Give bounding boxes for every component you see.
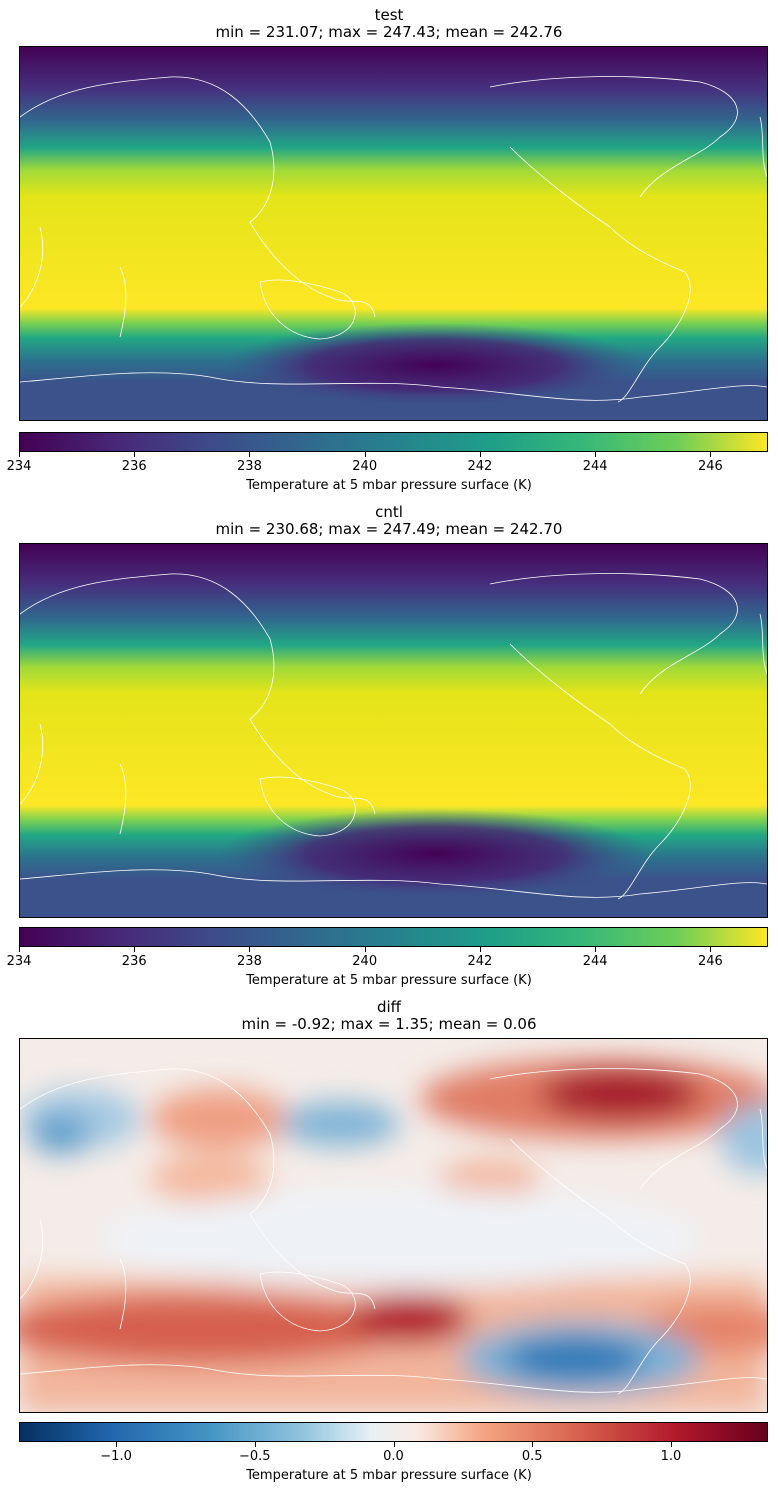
colorbar-tick-label: 0.0: [383, 1449, 404, 1464]
map-diff-svg: [20, 1039, 767, 1412]
map-cntl-svg: [20, 544, 767, 917]
colorbar-tick: [116, 1442, 118, 1447]
colorbar-tick: [670, 1442, 672, 1447]
map-diff: [19, 1038, 768, 1413]
colorbar-cntl-svg: [20, 928, 767, 946]
colorbar-tick: [19, 947, 20, 952]
colorbar-tick: [710, 947, 712, 952]
colorbar-tick-label: 236: [121, 459, 147, 474]
colorbar-label: Temperature at 5 mbar pressure surface (…: [246, 478, 532, 493]
colorbar-label: Temperature at 5 mbar pressure surface (…: [246, 973, 532, 988]
colorbar-tick-label: −0.5: [238, 1449, 271, 1464]
colorbar-tick-label: 244: [582, 954, 608, 969]
colorbar-tick-label: −1.0: [100, 1449, 132, 1464]
colorbar-tick: [364, 452, 366, 457]
colorbar-tick: [249, 947, 251, 952]
colorbar-tick-label: 238: [237, 954, 262, 969]
panel-title: diff: [376, 998, 402, 1016]
map-test-svg: [20, 47, 767, 420]
colorbar-tick: [364, 947, 366, 952]
colorbar-label: Temperature at 5 mbar pressure surface (…: [246, 1468, 532, 1483]
colorbar-tick-label: 1.0: [660, 1449, 682, 1464]
colorbar-tick-label: 240: [352, 954, 378, 969]
panel-subtitle: min = 231.07; max = 247.43; mean = 242.7…: [215, 23, 563, 41]
colorbar-tick: [393, 1442, 395, 1447]
colorbar-tick-label: 242: [467, 954, 493, 969]
panel-subtitle: min = -0.92; max = 1.35; mean = 0.06: [241, 1015, 537, 1033]
colorbar-test-svg: [20, 433, 767, 451]
panel-subtitle: min = 230.68; max = 247.49; mean = 242.7…: [215, 520, 563, 538]
colorbar-diff: [19, 1422, 768, 1442]
colorbar-tick: [479, 452, 481, 457]
colorbar-tick-label: 242: [467, 459, 493, 474]
colorbar-tick-label: 246: [697, 459, 723, 474]
colorbar-ticks-test: 234 236 238 240 242 244 246: [7, 452, 768, 474]
colorbar-tick-label: 0.5: [521, 1449, 543, 1464]
colorbar-cntl: [19, 927, 768, 947]
map-test: [19, 46, 768, 421]
coastlines: [20, 573, 767, 900]
colorbar-tick-label: 234: [6, 459, 32, 474]
colorbar-tick-label: 240: [352, 459, 378, 474]
map-cntl: [19, 543, 768, 918]
colorbar-tick: [595, 452, 597, 457]
colorbar-tick-label: 246: [697, 954, 723, 969]
colorbar-diff-svg: [20, 1423, 767, 1441]
colorbar-ticks-cntl: 234 236 238 240 242 244 246: [7, 947, 768, 969]
colorbar-tick-label: 236: [121, 954, 147, 969]
colorbar-tick: [532, 1442, 534, 1447]
panel-title: test: [374, 6, 404, 24]
colorbar-tick: [134, 947, 136, 952]
colorbar-tick-label: 244: [582, 459, 608, 474]
colorbar-tick: [595, 947, 597, 952]
colorbar-tick: [254, 1442, 256, 1447]
panel-title: cntl: [375, 503, 403, 521]
colorbar-tick: [134, 452, 136, 457]
coastlines: [20, 1068, 767, 1395]
coastlines: [20, 76, 767, 403]
colorbar-ticks-diff: −1.0 −0.5 0.0 0.5 1.0: [19, 1442, 768, 1464]
colorbar-test: [19, 432, 768, 452]
colorbar-tick-label: 238: [237, 459, 262, 474]
colorbar-tick-label: 234: [6, 954, 32, 969]
colorbar-tick: [710, 452, 712, 457]
colorbar-tick: [479, 947, 481, 952]
colorbar-tick: [19, 452, 20, 457]
colorbar-tick: [249, 452, 251, 457]
